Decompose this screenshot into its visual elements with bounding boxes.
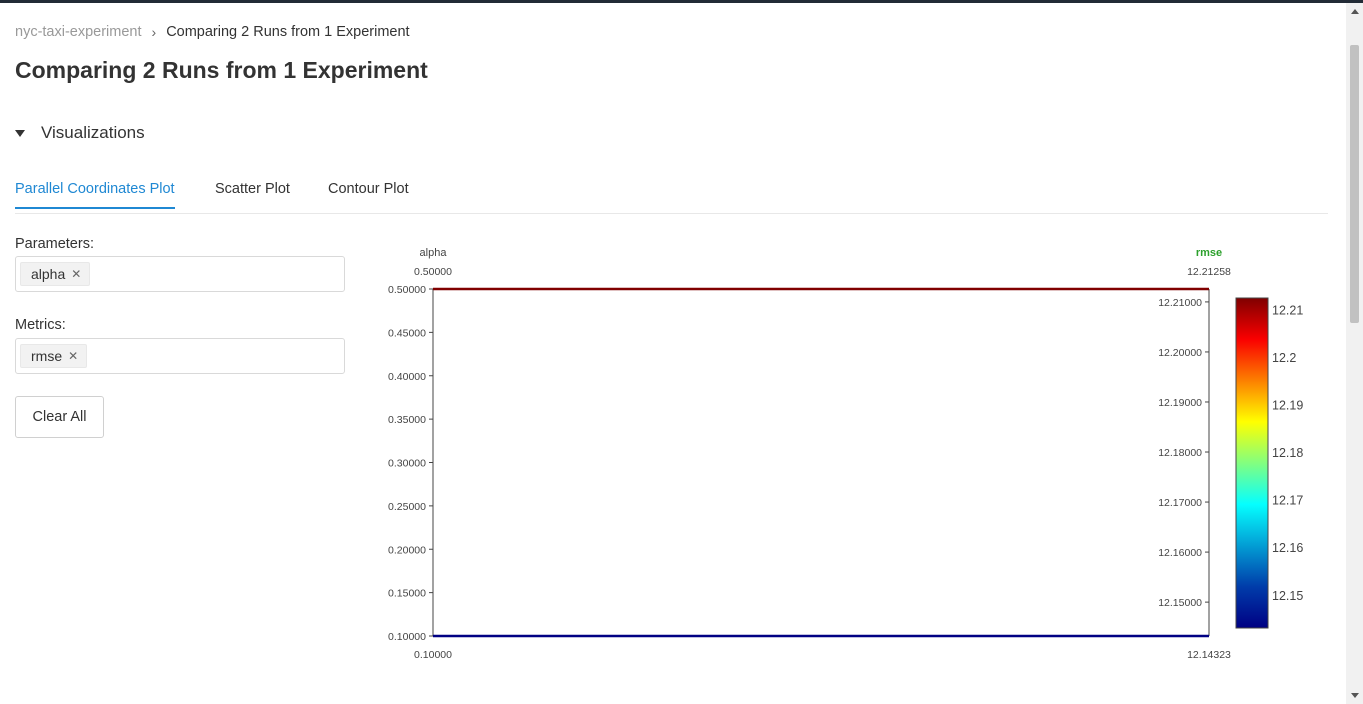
tab-contour-plot[interactable]: Contour Plot bbox=[328, 181, 409, 197]
axis-top-label: 12.21258 bbox=[1187, 266, 1231, 278]
caret-down-icon bbox=[15, 129, 25, 137]
metrics-label: Metrics: bbox=[15, 317, 66, 333]
parallel-coordinates-plot[interactable]: alpha 0.50000 0.10000 0.10000 0.15000 0.20000… bbox=[360, 238, 1320, 668]
visualizations-toggle[interactable]: Visualizations bbox=[15, 123, 145, 143]
axis-tick-label: 0.40000 bbox=[388, 371, 426, 383]
axis-tick-label: 0.30000 bbox=[388, 458, 426, 470]
colorbar-tick-label: 12.17 bbox=[1272, 494, 1303, 508]
parameters-label: Parameters: bbox=[15, 236, 94, 252]
axis-tick-label: 0.25000 bbox=[388, 501, 426, 513]
colorbar-tick-label: 12.18 bbox=[1272, 446, 1303, 460]
axis-tick-label: 0.15000 bbox=[388, 588, 426, 600]
close-icon[interactable]: ✕ bbox=[68, 349, 79, 363]
axis-top-label: 0.50000 bbox=[414, 266, 452, 278]
plot-tabs: Parallel Coordinates Plot Scatter Plot C… bbox=[15, 178, 1328, 214]
tab-parallel-coordinates-plot[interactable]: Parallel Coordinates Plot bbox=[15, 181, 175, 209]
parameters-select[interactable]: alpha ✕ bbox=[15, 256, 345, 292]
tab-scatter-plot[interactable]: Scatter Plot bbox=[215, 181, 290, 197]
clear-all-button[interactable]: Clear All bbox=[15, 396, 104, 438]
parameter-tag: alpha ✕ bbox=[20, 262, 91, 286]
breadcrumb: nyc-taxi-experiment › Comparing 2 Runs f… bbox=[15, 24, 410, 40]
vertical-scrollbar[interactable] bbox=[1346, 3, 1363, 704]
metric-tag-label: rmse bbox=[31, 348, 63, 364]
chevron-right-icon: › bbox=[151, 24, 157, 40]
axis-bottom-label: 0.10000 bbox=[414, 649, 452, 661]
axis-tick-label: 0.20000 bbox=[388, 544, 426, 556]
axis-tick-label: 0.50000 bbox=[388, 284, 426, 296]
breadcrumb-current: Comparing 2 Runs from 1 Experiment bbox=[166, 24, 410, 40]
axis-tick-label: 0.45000 bbox=[388, 327, 426, 339]
axis-tick-label: 0.35000 bbox=[388, 414, 426, 426]
metrics-select[interactable]: rmse ✕ bbox=[15, 338, 345, 374]
colorbar-tick-label: 12.2 bbox=[1272, 351, 1296, 365]
colorbar-tick-label: 12.16 bbox=[1272, 541, 1303, 555]
axis-tick-label: 12.19000 bbox=[1158, 397, 1202, 409]
axis-tick-label: 12.17000 bbox=[1158, 497, 1202, 509]
parameter-tag-label: alpha bbox=[31, 266, 66, 282]
colorbar-tick-label: 12.21 bbox=[1272, 303, 1303, 317]
top-bar bbox=[0, 0, 1363, 3]
breadcrumb-experiment-link[interactable]: nyc-taxi-experiment bbox=[15, 24, 142, 40]
close-icon[interactable]: ✕ bbox=[71, 267, 82, 281]
axis-title-alpha: alpha bbox=[420, 247, 448, 259]
colorbar-tick-label: 12.19 bbox=[1272, 398, 1303, 412]
scroll-down-icon[interactable] bbox=[1351, 693, 1359, 698]
axis-tick-label: 12.18000 bbox=[1158, 447, 1202, 459]
scrollbar-thumb[interactable] bbox=[1350, 45, 1359, 323]
axis-tick-label: 12.20000 bbox=[1158, 347, 1202, 359]
colorbar bbox=[1235, 297, 1269, 629]
axis-tick-label: 12.16000 bbox=[1158, 547, 1202, 559]
axis-title-rmse: rmse bbox=[1196, 247, 1222, 259]
axis-tick-label: 12.15000 bbox=[1158, 597, 1202, 609]
metric-tag: rmse ✕ bbox=[20, 344, 88, 368]
visualizations-label: Visualizations bbox=[41, 123, 145, 142]
axis-tick-label: 12.21000 bbox=[1158, 297, 1202, 309]
axis-bottom-label: 12.14323 bbox=[1187, 649, 1231, 661]
page-title: Comparing 2 Runs from 1 Experiment bbox=[15, 57, 428, 83]
scroll-up-icon[interactable] bbox=[1351, 9, 1359, 14]
axis-tick-label: 0.10000 bbox=[388, 631, 426, 643]
colorbar-tick-label: 12.15 bbox=[1272, 589, 1303, 603]
